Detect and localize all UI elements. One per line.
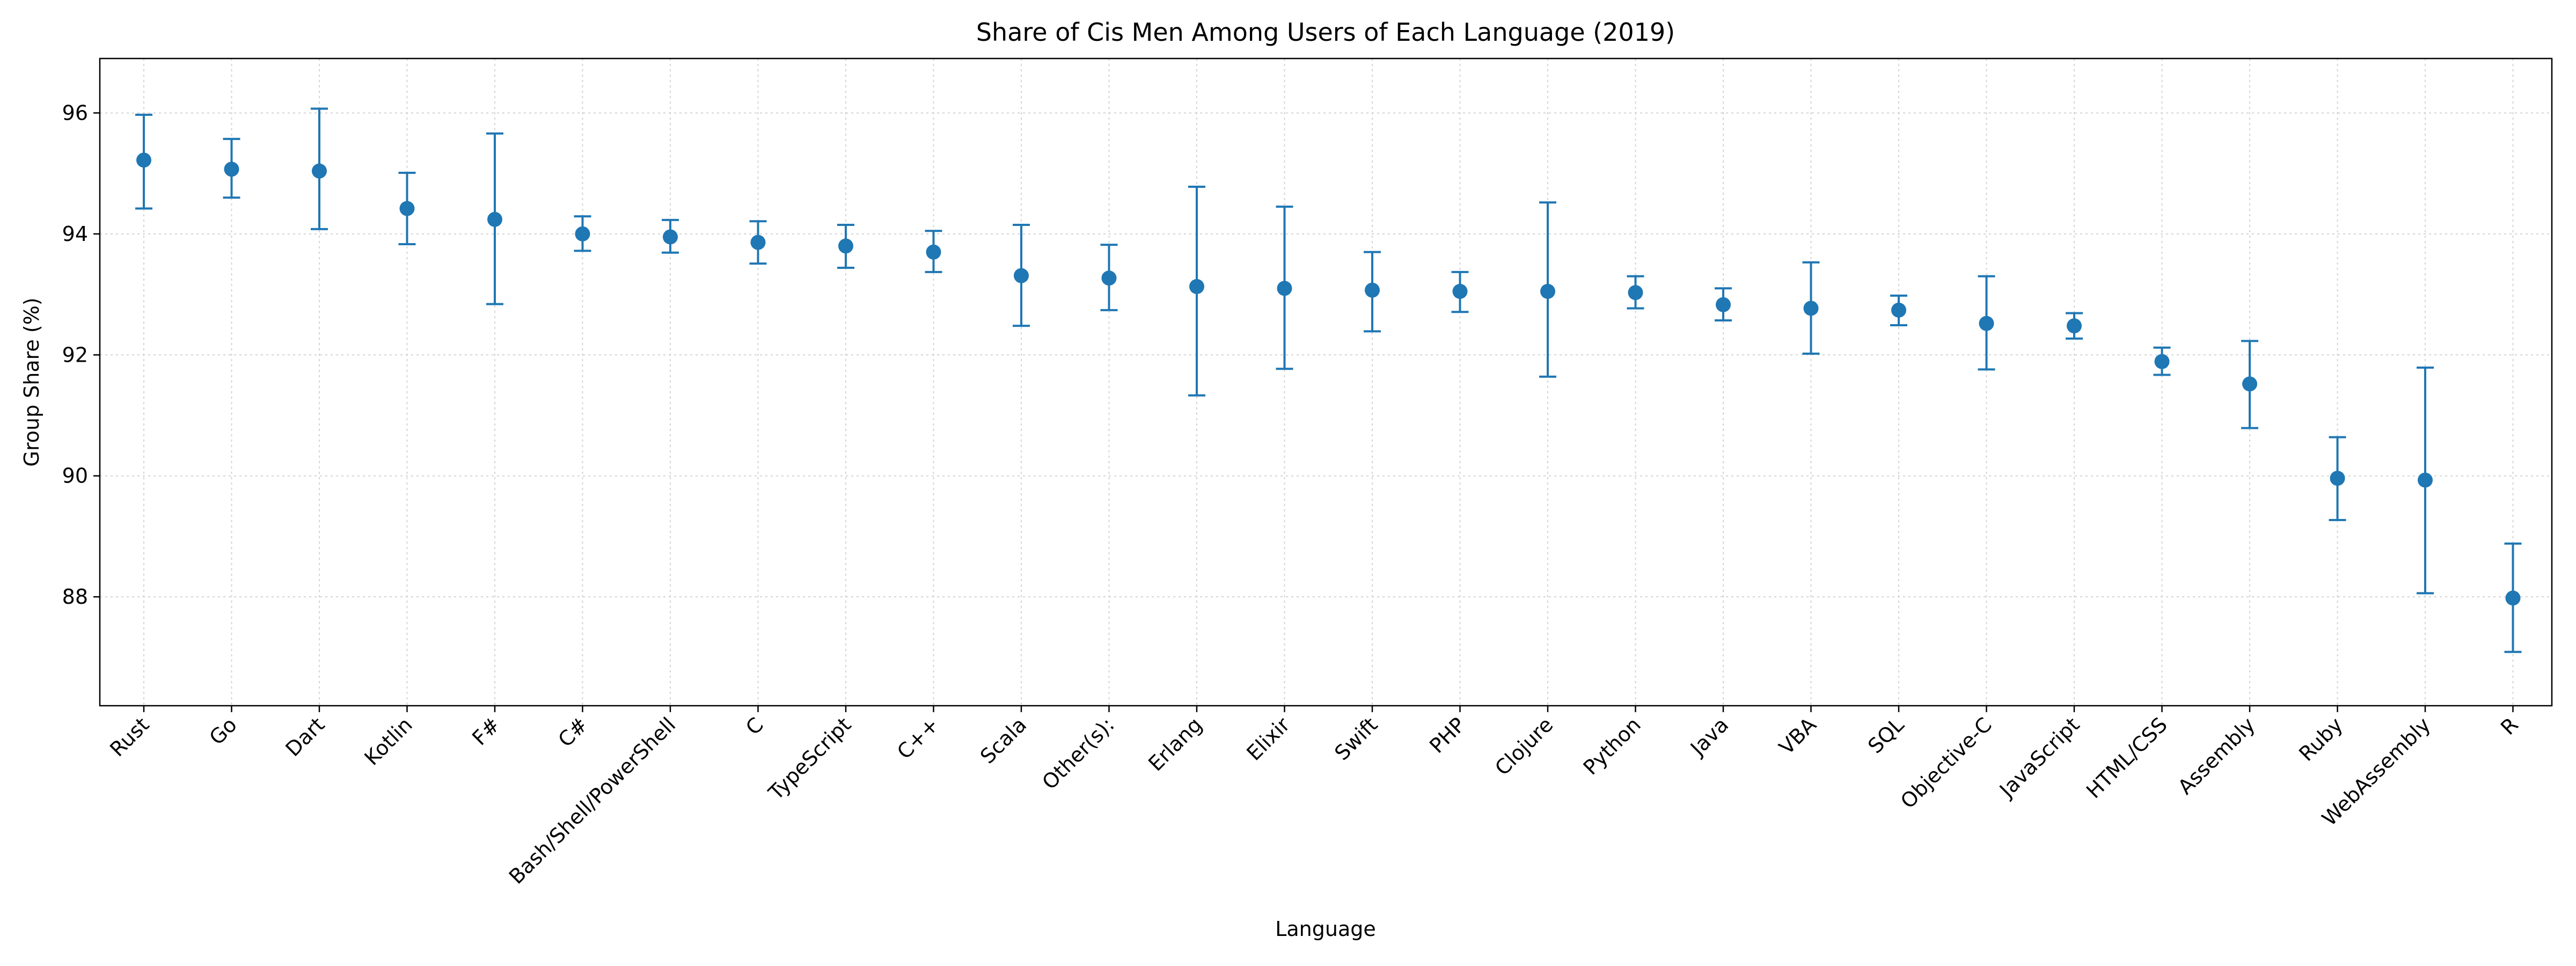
y-tick-label: 88: [62, 585, 88, 609]
data-point: [1803, 301, 1819, 316]
data-point: [663, 229, 678, 245]
y-tick-label: 96: [62, 101, 88, 125]
data-point: [2154, 354, 2170, 369]
data-point: [838, 238, 853, 254]
y-tick-label: 94: [62, 222, 88, 246]
data-point: [136, 152, 151, 168]
data-point: [312, 163, 327, 179]
data-point: [2418, 472, 2433, 488]
data-point: [1891, 302, 1906, 318]
x-axis-label: Language: [1275, 917, 1376, 941]
y-tick-label: 90: [62, 464, 88, 488]
data-point: [1277, 281, 1292, 296]
data-point: [1189, 279, 1204, 294]
data-point: [1365, 282, 1380, 298]
data-point: [2067, 318, 2082, 334]
plot-area-frame: [99, 57, 2553, 707]
data-point: [1452, 283, 1468, 299]
data-point: [1716, 297, 1731, 312]
data-point: [750, 235, 766, 250]
data-point: [575, 226, 590, 241]
data-point: [2242, 376, 2257, 392]
data-point: [926, 244, 941, 260]
chart-title: Share of Cis Men Among Users of Each Lan…: [976, 18, 1675, 47]
y-axis-label: Group Share (%): [20, 297, 43, 466]
data-point-layer: [136, 152, 2521, 606]
data-point: [1540, 283, 1555, 299]
data-point: [2505, 590, 2521, 606]
data-point: [2330, 471, 2345, 486]
data-point: [1014, 268, 1029, 283]
data-point: [1979, 316, 1994, 331]
data-point: [1101, 270, 1117, 286]
data-point: [1628, 285, 1643, 301]
data-point: [487, 211, 502, 227]
y-tick-label: 92: [62, 343, 88, 367]
data-point: [224, 162, 239, 177]
data-point: [399, 201, 415, 216]
y-axis-ticks: 88 90 92 94 96: [62, 101, 100, 609]
